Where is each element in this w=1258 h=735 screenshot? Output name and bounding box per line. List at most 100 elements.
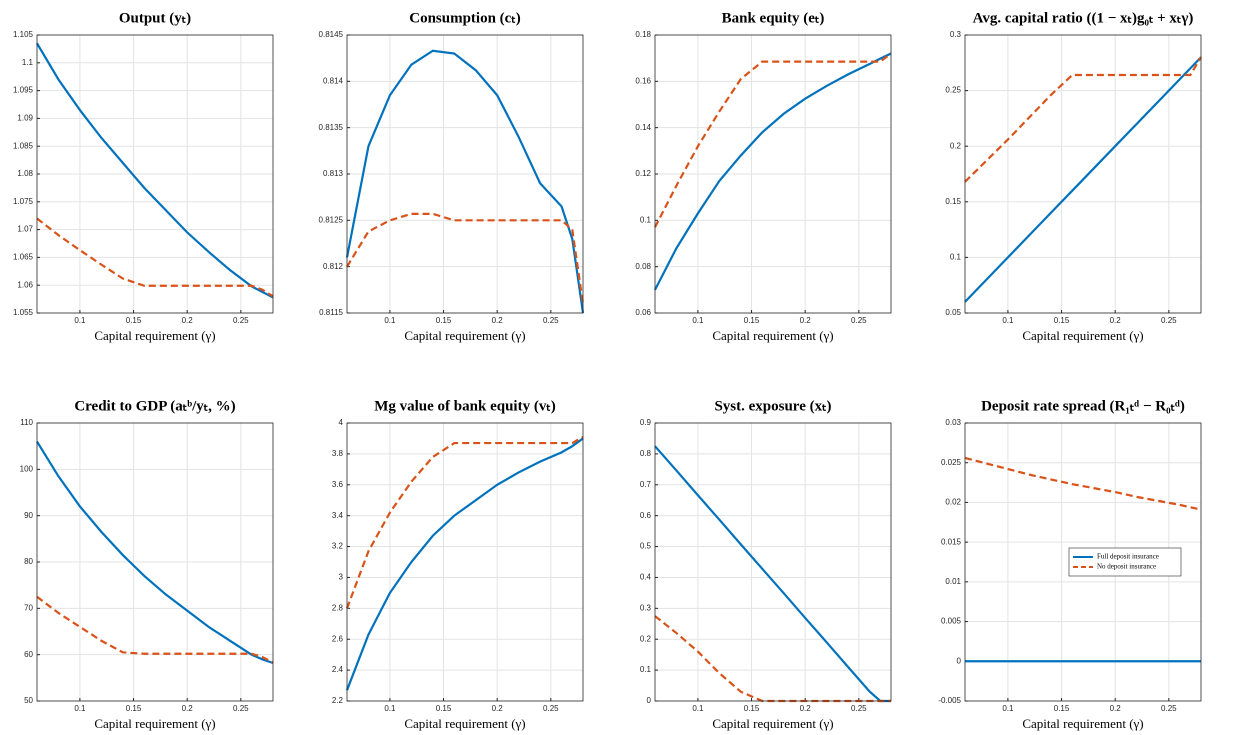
x-tick-label: 0.25 [851, 316, 867, 325]
y-tick-label: 1.07 [17, 225, 33, 234]
y-tick-label: 50 [24, 696, 33, 705]
y-tick-label: 0.01 [945, 577, 961, 586]
series-line [964, 456, 1202, 511]
series-line [36, 217, 274, 298]
y-tick-label: 0.16 [635, 76, 651, 85]
x-tick-label: 0.1 [384, 316, 396, 325]
y-tick-label: 0.8145 [319, 30, 344, 39]
y-tick-label: 3.4 [332, 511, 344, 520]
series-line [345, 435, 584, 609]
y-tick-label: 4 [339, 418, 344, 427]
plot-area [655, 423, 891, 701]
x-tick-label: 0.25 [543, 316, 559, 325]
y-tick-label: 0.14 [635, 123, 651, 132]
x-axis-label: Capital requirement (γ) [404, 716, 525, 731]
x-tick-label: 0.15 [744, 316, 760, 325]
x-tick-label: 0.2 [800, 316, 812, 325]
axes-box [346, 422, 584, 702]
y-tick-label: 3.8 [332, 449, 344, 458]
x-tick-label: 0.1 [74, 316, 86, 325]
x-tick-label: 0.2 [182, 316, 194, 325]
y-tick-label: 1.085 [13, 141, 34, 150]
y-tick-label: 1.065 [13, 253, 34, 262]
x-tick-label: 0.2 [1110, 704, 1122, 713]
x-tick-label: 0.1 [1002, 316, 1014, 325]
y-tick-label: 0.1 [640, 665, 652, 674]
y-tick-label: 0.814 [323, 76, 344, 85]
x-axis-label: Capital requirement (γ) [94, 328, 215, 343]
y-tick-label: 0.6 [640, 511, 652, 520]
x-axis-label: Capital requirement (γ) [712, 716, 833, 731]
y-tick-label: 1.1 [22, 58, 34, 67]
chart-title: Deposit rate spread (R₁ₜᵈ − R₀ₜᵈ) [981, 398, 1185, 414]
series-line [36, 595, 274, 664]
x-tick-label: 0.15 [436, 704, 452, 713]
subplot: 50 60 70 80 90 100 110 0.1 0.15 0.2 0.25 Credit to … [20, 398, 274, 731]
y-tick-label: 70 [24, 603, 33, 612]
y-tick-label: 60 [24, 650, 33, 659]
y-tick-label: 0.8125 [319, 215, 344, 224]
y-tick-label: 0.8115 [319, 308, 343, 317]
y-tick-label: 0.005 [941, 617, 962, 626]
y-tick-label: 0.5 [640, 542, 652, 551]
chart-title: Mg value of bank equity (vₜ) [374, 398, 556, 414]
x-tick-label: 0.2 [492, 704, 504, 713]
chart-title: Syst. exposure (xₜ) [714, 398, 831, 414]
x-tick-label: 0.1 [1002, 704, 1014, 713]
x-axis-label: Capital requirement (γ) [1022, 328, 1143, 343]
y-tick-label: 1.08 [17, 169, 33, 178]
y-tick-label: 0.025 [941, 458, 962, 467]
y-tick-label: 3.2 [332, 542, 344, 551]
x-tick-label: 0.15 [1054, 704, 1070, 713]
y-tick-label: 3.6 [332, 480, 344, 489]
plot-area [965, 35, 1201, 313]
x-axis-label: Capital requirement (γ) [404, 328, 525, 343]
y-tick-label: 80 [24, 557, 33, 566]
y-tick-label: 0.813 [323, 169, 344, 178]
subplot: 0.06 0.08 0.1 0.12 0.14 0.16 0.18 0.1 0.15 0.2 0.2… [635, 10, 892, 343]
axes-box [964, 422, 1202, 702]
y-tick-label: 0.18 [635, 30, 651, 39]
y-tick-label: 0.06 [635, 308, 651, 317]
y-tick-label: 0 [647, 696, 652, 705]
series-line [654, 52, 892, 291]
y-tick-label: 0.02 [945, 498, 961, 507]
axes-box [36, 422, 274, 702]
x-tick-label: 0.15 [1054, 316, 1070, 325]
x-tick-label: 0.15 [436, 316, 452, 325]
series-line [654, 52, 892, 228]
x-tick-label: 0.25 [1161, 704, 1177, 713]
y-tick-label: 1.075 [13, 197, 34, 206]
series-line [964, 56, 1202, 183]
y-tick-label: 100 [20, 464, 34, 473]
y-tick-label: 0.12 [635, 169, 651, 178]
y-tick-label: 0.2 [950, 141, 962, 150]
y-tick-label: 0.7 [640, 480, 652, 489]
subplot: 0 0.1 0.2 0.3 0.4 0.5 0.6 0.7 0.8 0.9 0.1 0.15 0.2 0.… [640, 398, 892, 731]
x-axis-label: Capital requirement (γ) [1022, 716, 1143, 731]
series-line [345, 437, 584, 691]
y-tick-label: 1.06 [17, 280, 33, 289]
y-tick-label: 0.9 [640, 418, 652, 427]
subplot: -0.005 0 0.005 0.01 0.015 0.02 0.025 0.03 0.1 0.1… [938, 398, 1202, 731]
y-tick-label: 0.15 [945, 197, 961, 206]
subplot: 1.055 1.06 1.065 1.07 1.075 1.08 1.085 1.09 1.09… [13, 10, 274, 343]
x-tick-label: 0.15 [744, 704, 760, 713]
y-tick-label: 1.095 [13, 86, 34, 95]
y-tick-label: 1.105 [13, 30, 34, 39]
chart-title: Consumption (cₜ) [409, 10, 521, 26]
chart-title: Bank equity (eₜ) [722, 10, 825, 26]
y-tick-label: -0.005 [938, 696, 961, 705]
series-line [654, 445, 891, 703]
y-tick-label: 2.6 [332, 634, 344, 643]
y-tick-label: 0.812 [323, 262, 344, 271]
x-tick-label: 0.1 [692, 316, 704, 325]
x-tick-label: 0.25 [851, 704, 867, 713]
subplot: 0.05 0.1 0.15 0.2 0.25 0.3 0.1 0.15 0.2 0.25 Avg. … [945, 10, 1202, 343]
x-axis-label: Capital requirement (γ) [712, 328, 833, 343]
y-tick-label: 90 [24, 511, 33, 520]
y-tick-label: 0.1 [950, 253, 962, 262]
x-tick-label: 0.2 [800, 704, 812, 713]
x-tick-label: 0.2 [492, 316, 504, 325]
axes-box [654, 422, 892, 702]
